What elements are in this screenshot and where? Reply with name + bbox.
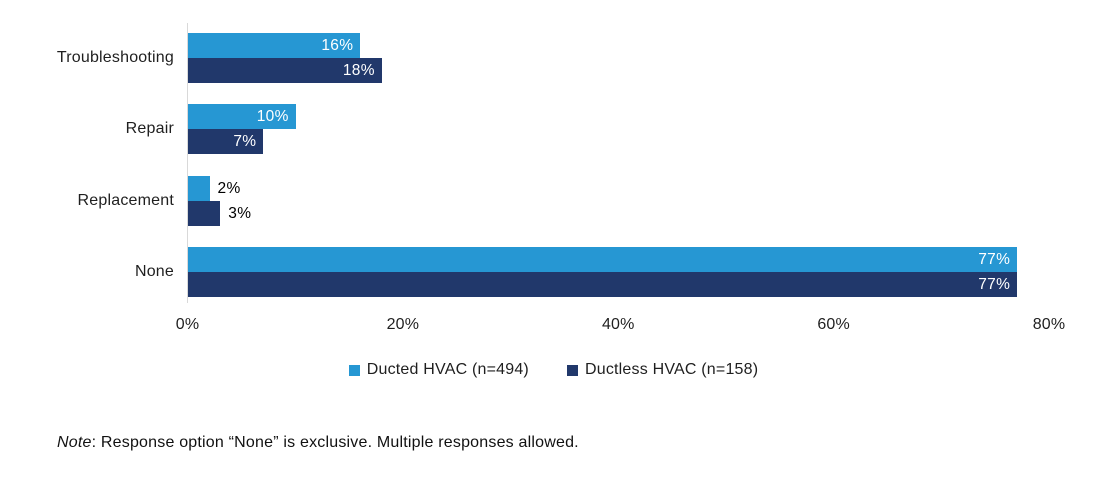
data-label: 2% (217, 179, 241, 197)
legend-swatch-icon (566, 364, 578, 376)
note-body: : Response option “None” is exclusive. M… (91, 434, 579, 451)
x-tick-label-80pct: 80% (1032, 316, 1066, 333)
category-label-replacement: Replacement (77, 191, 174, 209)
y-axis-line (186, 23, 188, 303)
legend-item-ductless-hvac: Ductless HVAC (n=158) (566, 361, 759, 379)
category-label-troubleshooting: Troubleshooting (56, 49, 174, 66)
data-label: 16% (321, 37, 354, 54)
x-tick-label-60pct: 60% (817, 316, 850, 333)
legend-swatch-icon (348, 364, 360, 376)
category-label-none: None (134, 262, 174, 280)
bar-ducted-hvac-repair: 10% (188, 104, 296, 130)
data-label: 77% (978, 250, 1011, 268)
data-label: 77% (978, 275, 1011, 293)
note-prefix: Note (57, 434, 92, 451)
legend-label: Ducted HVAC (n=494) (366, 361, 529, 378)
data-label: 7% (233, 133, 257, 151)
legend-item-ducted-hvac: Ducted HVAC (n=494) (348, 361, 529, 379)
bar-ducted-hvac-replacement (188, 175, 210, 201)
x-tick-label-20pct: 20% (386, 316, 420, 333)
category-label-repair: Repair (125, 120, 174, 138)
bar-ductless-hvac-troubleshooting: 18% (188, 58, 382, 83)
bar-ductless-hvac-repair: 7% (188, 129, 264, 155)
x-tick-label-0pct: 0% (175, 316, 200, 333)
chart-note: Note: Response option “None” is exclusiv… (57, 434, 579, 452)
data-label: 3% (228, 204, 252, 222)
bar-ductless-hvac-replacement (188, 200, 221, 226)
x-tick-label-40pct: 40% (601, 316, 635, 333)
data-label: 18% (342, 62, 375, 79)
bar-ductless-hvac-none: 77% (188, 271, 1018, 297)
legend-label: Ductless HVAC (n=158) (584, 361, 759, 378)
legend: Ducted HVAC (n=494) Ductless HVAC (n=158) (0, 361, 1107, 379)
bar-ducted-hvac-troubleshooting: 16% (188, 33, 361, 58)
data-label: 10% (256, 108, 289, 126)
bar-ducted-hvac-none: 77% (188, 246, 1018, 272)
